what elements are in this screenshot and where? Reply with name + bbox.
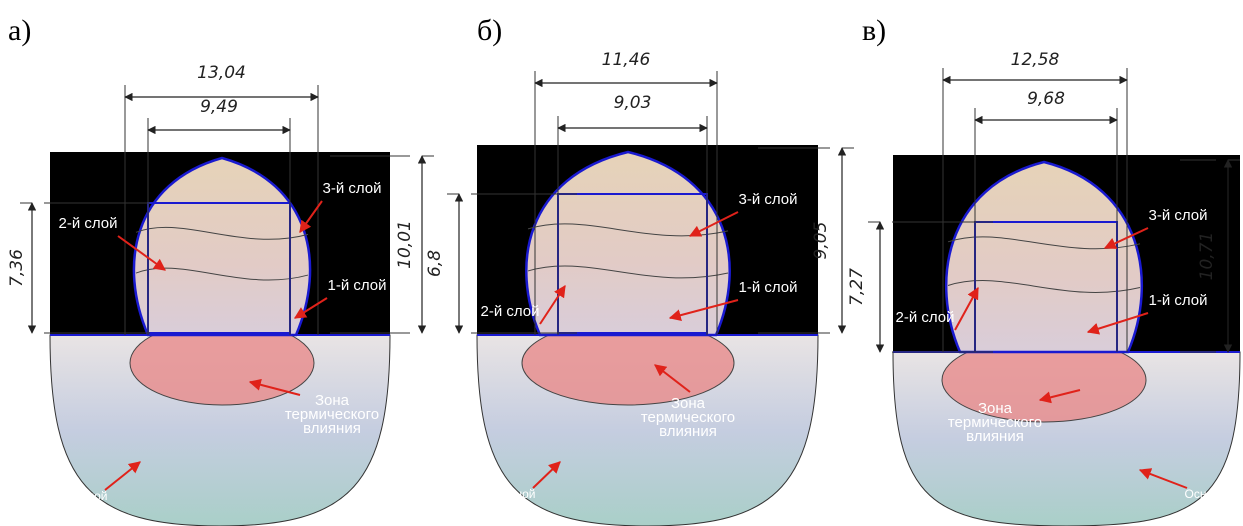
panel-label: а) (8, 14, 31, 47)
base-label: Основной (52, 489, 107, 503)
layer-label: 2-й слой (58, 215, 117, 232)
base-label: Основной (480, 487, 535, 501)
dimension-label: 9,49 (200, 97, 238, 117)
base-label: металл (1192, 501, 1233, 515)
layer-label: 3-й слой (322, 180, 381, 197)
zone-label: влияния (303, 420, 361, 437)
layer-label: 1-й слой (738, 279, 797, 296)
layer-label: 1-й слой (327, 277, 386, 294)
dimension-label: 7,36 (7, 249, 27, 287)
dimension-label: 9,68 (1027, 89, 1065, 109)
zone-label: влияния (966, 428, 1024, 445)
zone-label: влияния (659, 423, 717, 440)
dimension-label: 12,58 (1011, 50, 1060, 70)
dimension-label: 9,05 (811, 222, 831, 260)
layer-label: 3-й слой (1148, 207, 1207, 224)
panel-label: в) (862, 14, 886, 47)
panel-label: б) (477, 14, 502, 47)
dimension-label: 7,27 (847, 268, 867, 306)
dimension-label: 11,46 (602, 50, 651, 70)
base-label: металл (60, 503, 101, 517)
figure: а) 13,04 9,49 7,36 10,01 3-й слой 2-й слой 1-й … (0, 0, 1243, 526)
base-label: Основной (1184, 487, 1239, 501)
dimension-label: 10,01 (395, 220, 415, 269)
dimension-label: 13,04 (197, 63, 246, 83)
dimension-label: 10,71 (1197, 232, 1217, 281)
dimension-label: 6,8 (425, 250, 445, 277)
layer-label: 2-й слой (895, 309, 954, 326)
layer-label: 2-й слой (480, 303, 539, 320)
dimension-label: 9,03 (614, 93, 652, 113)
layer-label: 1-й слой (1148, 292, 1207, 309)
base-label: металл (488, 501, 529, 515)
layer-label: 3-й слой (738, 191, 797, 208)
